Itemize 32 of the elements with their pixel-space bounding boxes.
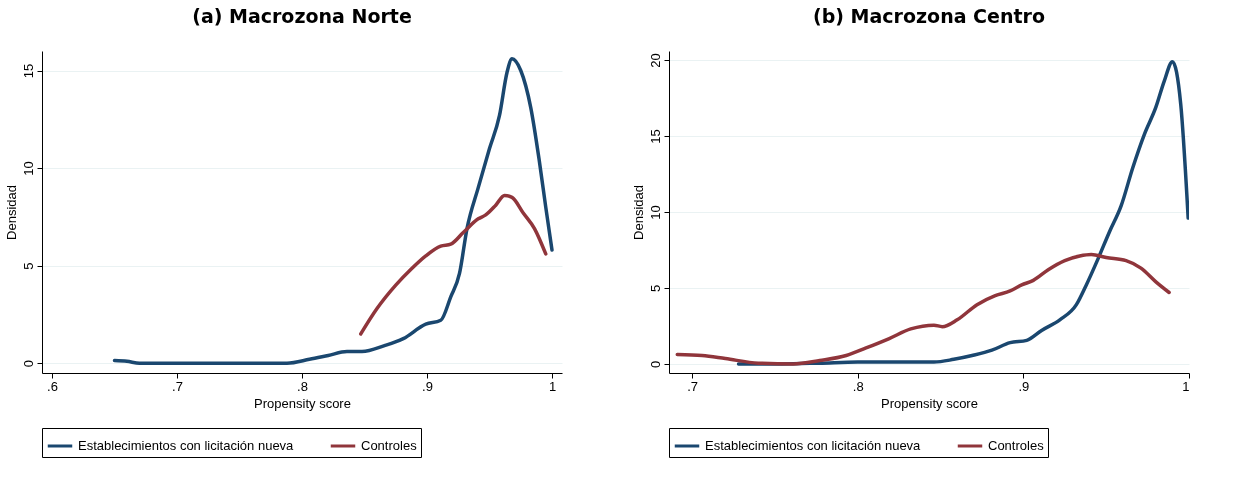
y-tick-label: 5 (20, 262, 36, 270)
chart-title: (b) Macrozona Centro (813, 5, 1045, 27)
line-series (112, 57, 554, 365)
x-tick-label: .7 (172, 378, 183, 394)
x-tick-label: .9 (1018, 378, 1030, 394)
y-tick-label: 0 (20, 360, 36, 368)
line-series (675, 252, 1171, 366)
y-tick-label: 0 (647, 360, 663, 368)
y-axis-title: Densidad (3, 185, 19, 240)
x-tick-label: .9 (422, 378, 433, 394)
x-tick-label: 1 (548, 378, 557, 394)
chart-title: (a) Macrozona Norte (192, 5, 412, 27)
line-series (736, 59, 1189, 366)
x-tick-label: .8 (297, 378, 308, 394)
legend-label: Controles (988, 438, 1045, 453)
x-axis-title: Propensity score (254, 395, 351, 411)
y-axis-title: Densidad (630, 185, 646, 240)
x-tick-label: 1 (1182, 378, 1190, 394)
x-tick-label: .6 (47, 378, 58, 394)
legend-label: Establecimientos con licitación nueva (78, 438, 295, 453)
y-tick-label: 15 (647, 129, 663, 144)
legend-label: Establecimientos con licitación nueva (705, 438, 922, 453)
y-tick-label: 10 (647, 205, 663, 220)
y-tick-label: 10 (20, 161, 36, 176)
legend-label: Controles (361, 438, 418, 453)
line-series (359, 193, 548, 336)
x-tick-label: .7 (687, 378, 699, 394)
x-axis-title: Propensity score (881, 395, 978, 411)
y-tick-label: 5 (647, 284, 663, 293)
x-tick-label: .8 (852, 378, 864, 394)
y-tick-label: 15 (20, 63, 36, 79)
y-tick-label: 20 (647, 53, 663, 68)
